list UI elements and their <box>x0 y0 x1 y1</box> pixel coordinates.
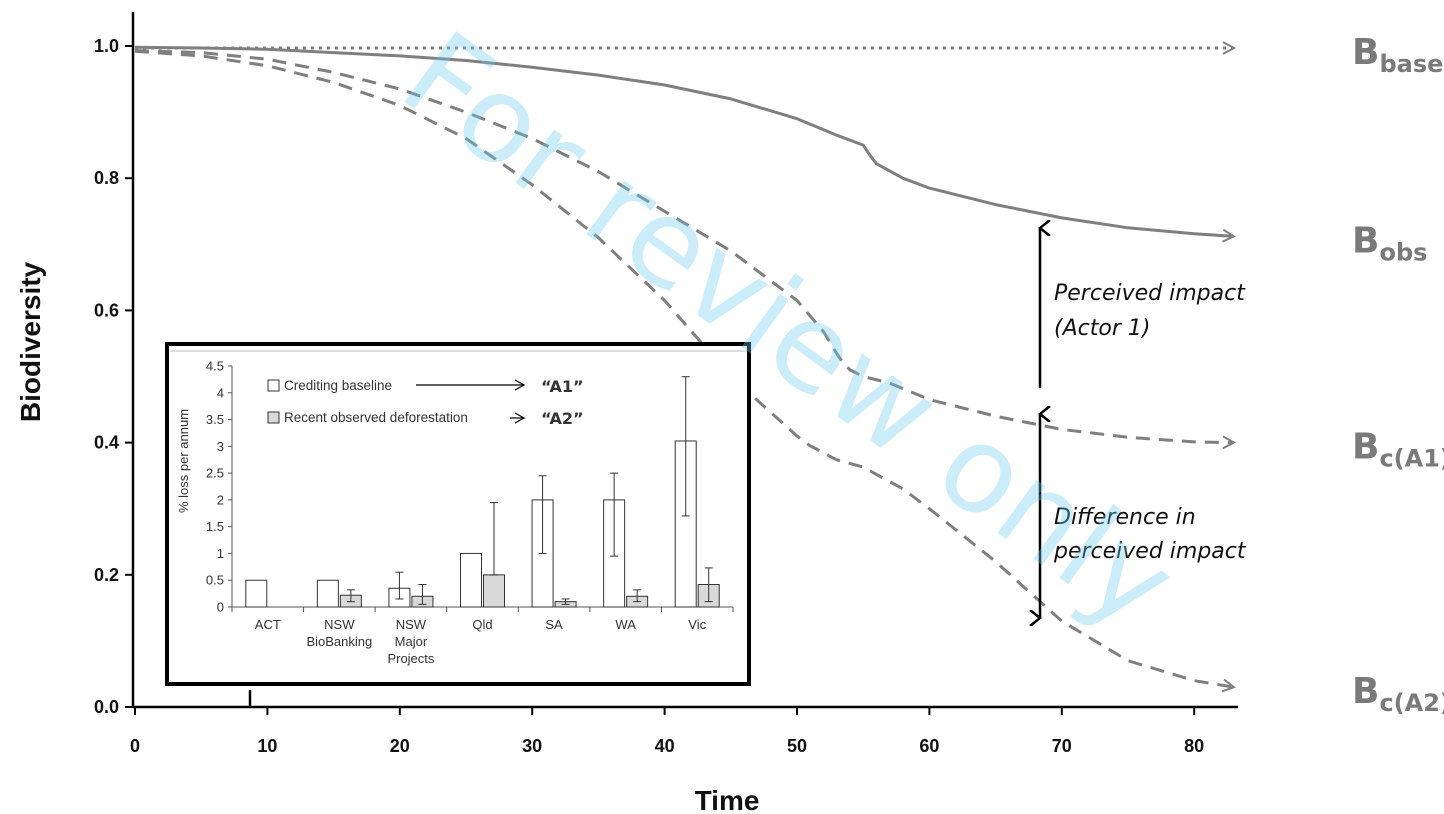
difference-annotation: Difference in perceived impact <box>1040 414 1247 618</box>
x-tick-label: 70 <box>1052 736 1072 756</box>
inset-y-tick-label: 4 <box>217 385 224 400</box>
inset-y-tick-label: 2.5 <box>206 466 224 481</box>
inset-chart: 0 0.5 1 1.5 2 2.5 3 3.5 4 4.5 ACT NSW BioBanking NSW… <box>165 342 751 686</box>
legend-arrowhead-baseline <box>514 379 526 391</box>
series-label-main: B <box>1352 32 1379 73</box>
x-tick-label: 40 <box>655 736 675 756</box>
legend-arrowhead-deforestation <box>514 412 526 424</box>
inset-category-label: NSW <box>396 617 427 632</box>
y-tick-label: 0.6 <box>94 300 119 320</box>
y-tick-label: 0.2 <box>94 565 119 585</box>
series-label-subscript: c(A1) <box>1379 445 1444 473</box>
series-label-main: B <box>1352 671 1379 712</box>
inset-y-tick-label: 2 <box>217 492 224 507</box>
inset-category-label: NSW <box>324 617 355 632</box>
x-tick-label: 0 <box>130 736 140 756</box>
inset-y-axis-title: % loss per annum <box>176 409 191 513</box>
inset-frame <box>165 342 751 686</box>
inset-bar-deforestation <box>483 574 505 608</box>
inset-y-tick-label: 4.5 <box>206 359 224 374</box>
difference-line2: perceived impact <box>1053 539 1247 564</box>
perceived-impact-line2: (Actor 1) <box>1054 316 1150 341</box>
inset-category-label: WA <box>615 617 636 632</box>
main-series <box>134 45 1234 687</box>
inset-category-label: Qld <box>472 617 492 632</box>
series-line-obs <box>134 45 1234 236</box>
inset-y-tick-label: 3 <box>217 439 224 454</box>
series-label-main: B <box>1352 427 1379 468</box>
inset-y-tick-label: 0 <box>217 600 224 615</box>
y-tick-label: 0.8 <box>94 168 119 188</box>
inset-axes: 0 0.5 1 1.5 2 2.5 3 3.5 4 4.5 <box>206 359 734 615</box>
inset-legend: Crediting baseline “A1” Recent observed … <box>267 377 583 428</box>
inset-y-tick-label: 0.5 <box>206 573 224 588</box>
inset-bar-baseline <box>245 579 268 608</box>
inset-y-tick-label: 1.5 <box>206 519 224 534</box>
inset-category-label: SA <box>545 617 563 632</box>
series-label-main: B <box>1352 220 1379 261</box>
main-chart: 0 10 20 30 40 50 60 70 800.00.20.40.60.81.0 Bbas… <box>15 12 1444 814</box>
series-label-subscript: c(A2) <box>1379 689 1444 717</box>
series-label-obs: Bobs <box>1352 220 1427 266</box>
series-label-subscript: obs <box>1379 238 1427 266</box>
x-tick-label: 50 <box>787 736 807 756</box>
series-line-ca1 <box>134 49 1234 443</box>
difference-line1: Difference in <box>1054 505 1196 530</box>
inset-category-label: BioBanking <box>306 634 372 649</box>
inset-category-label: Projects <box>387 651 434 666</box>
series-line-ca2 <box>134 49 1234 687</box>
perceived-impact-annotation: Perceived impact (Actor 1) <box>1040 228 1246 388</box>
y-tick-label: 0.0 <box>94 697 119 717</box>
perceived-impact-line1: Perceived impact <box>1054 281 1246 306</box>
inset-bar-baseline <box>460 552 482 608</box>
x-tick-label: 80 <box>1184 736 1204 756</box>
y-tick-label: 0.4 <box>94 433 119 453</box>
inset-y-tick-label: 1 <box>217 546 224 561</box>
x-tick-label: 20 <box>390 736 410 756</box>
series-label-ca2: Bc(A2) <box>1352 671 1444 717</box>
series-label-subscript: base <box>1379 50 1443 78</box>
series-label-ca1: Bc(A1) <box>1352 427 1444 473</box>
x-tick-label: 60 <box>919 736 939 756</box>
y-axis-title: Biodiversity <box>15 261 46 422</box>
x-tick-label: 30 <box>522 736 542 756</box>
y-tick-label: 1.0 <box>94 36 119 56</box>
legend-swatch-baseline <box>267 379 280 392</box>
legend-tag-a2: “A2” <box>541 409 583 428</box>
inset-category-label: Vic <box>688 617 706 632</box>
inset-category-label: ACT <box>255 617 281 632</box>
inset-bar-baseline <box>316 579 339 608</box>
inset-y-tick-label: 3.5 <box>206 412 224 427</box>
legend-label-deforestation: Recent observed deforestation <box>284 410 468 425</box>
legend-swatch-deforestation <box>267 411 280 424</box>
main-axes: 0 10 20 30 40 50 60 70 800.00.20.40.60.81.0 <box>94 12 1238 756</box>
series-label-base: Bbase <box>1352 32 1443 78</box>
inset-category-label: Major <box>395 634 428 649</box>
legend-tag-a1: “A1” <box>541 377 583 396</box>
x-tick-label: 10 <box>257 736 277 756</box>
legend-label-baseline: Crediting baseline <box>284 378 392 393</box>
inset-bars: ACT NSW BioBanking NSW Major Projects Qld SA WA V… <box>245 376 720 666</box>
x-axis-title: Time <box>695 785 760 814</box>
